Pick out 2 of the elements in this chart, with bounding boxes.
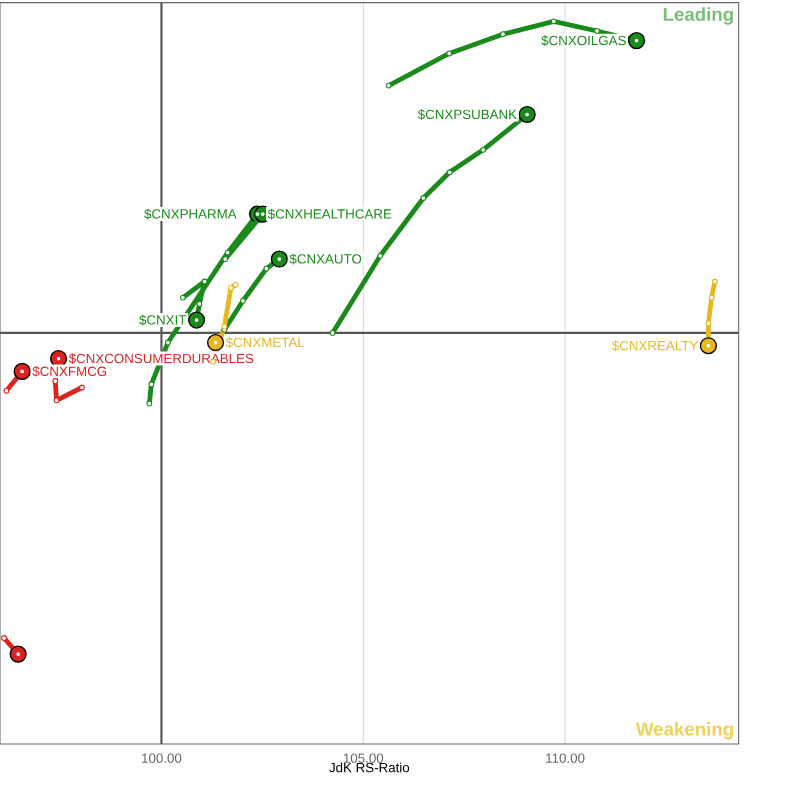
annotation: Leading	[663, 7, 733, 25]
text: Weakening	[635, 722, 733, 740]
